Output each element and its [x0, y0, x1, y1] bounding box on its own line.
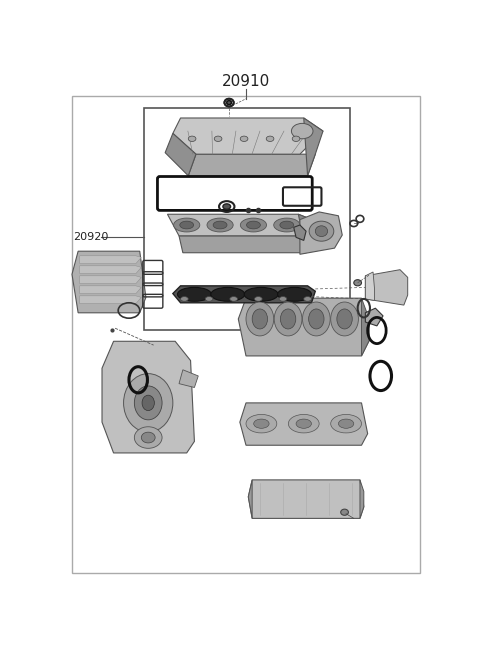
Polygon shape [80, 296, 141, 304]
Ellipse shape [142, 395, 155, 411]
Ellipse shape [279, 297, 287, 301]
Ellipse shape [331, 415, 361, 433]
Ellipse shape [134, 427, 162, 448]
Ellipse shape [252, 309, 267, 329]
Ellipse shape [134, 386, 162, 420]
Polygon shape [72, 251, 146, 313]
Polygon shape [188, 154, 315, 176]
Ellipse shape [288, 415, 319, 433]
Ellipse shape [247, 221, 260, 229]
Polygon shape [80, 276, 141, 283]
Ellipse shape [211, 287, 245, 301]
Ellipse shape [315, 226, 328, 237]
Ellipse shape [280, 309, 296, 329]
Polygon shape [165, 133, 196, 176]
Ellipse shape [302, 302, 330, 336]
Polygon shape [304, 118, 323, 176]
Polygon shape [80, 256, 141, 264]
Ellipse shape [180, 221, 193, 229]
Polygon shape [365, 270, 408, 305]
Polygon shape [299, 215, 314, 253]
Polygon shape [248, 480, 364, 518]
Bar [144, 108, 350, 330]
Ellipse shape [223, 204, 230, 209]
Ellipse shape [240, 218, 266, 232]
Ellipse shape [274, 302, 302, 336]
Text: 20910: 20910 [222, 73, 270, 89]
Polygon shape [173, 118, 323, 154]
Ellipse shape [227, 100, 231, 104]
Ellipse shape [280, 221, 294, 229]
Polygon shape [365, 308, 383, 326]
Polygon shape [80, 286, 141, 293]
Polygon shape [361, 298, 369, 356]
Ellipse shape [266, 136, 274, 142]
Polygon shape [238, 298, 369, 356]
Ellipse shape [207, 218, 233, 232]
Polygon shape [360, 480, 364, 518]
Ellipse shape [246, 302, 274, 336]
Polygon shape [365, 272, 374, 300]
Ellipse shape [180, 297, 188, 301]
Ellipse shape [274, 218, 300, 232]
Polygon shape [300, 212, 342, 255]
Ellipse shape [304, 297, 312, 301]
Ellipse shape [178, 287, 211, 301]
Ellipse shape [338, 419, 354, 428]
Polygon shape [179, 236, 314, 253]
Ellipse shape [205, 297, 213, 301]
Ellipse shape [246, 415, 277, 433]
Ellipse shape [291, 123, 313, 139]
Ellipse shape [188, 136, 196, 142]
Polygon shape [179, 370, 198, 388]
Polygon shape [294, 225, 306, 240]
Polygon shape [80, 266, 141, 274]
Ellipse shape [254, 297, 262, 301]
Ellipse shape [341, 509, 348, 516]
Ellipse shape [240, 136, 248, 142]
Ellipse shape [213, 221, 227, 229]
Ellipse shape [331, 302, 359, 336]
Ellipse shape [309, 309, 324, 329]
Ellipse shape [354, 279, 361, 286]
Polygon shape [240, 403, 368, 445]
Ellipse shape [141, 432, 155, 443]
Ellipse shape [277, 287, 312, 301]
Ellipse shape [296, 419, 312, 428]
Ellipse shape [214, 136, 222, 142]
Ellipse shape [244, 287, 278, 301]
Polygon shape [248, 480, 252, 518]
Ellipse shape [123, 374, 173, 432]
Ellipse shape [309, 221, 334, 241]
Ellipse shape [227, 100, 231, 104]
Ellipse shape [254, 419, 269, 428]
Polygon shape [168, 215, 314, 236]
Ellipse shape [174, 218, 200, 232]
Polygon shape [173, 286, 315, 303]
Polygon shape [102, 341, 194, 453]
Text: 20920: 20920 [73, 232, 109, 242]
Ellipse shape [230, 297, 238, 301]
Ellipse shape [292, 136, 300, 142]
Ellipse shape [337, 309, 352, 329]
